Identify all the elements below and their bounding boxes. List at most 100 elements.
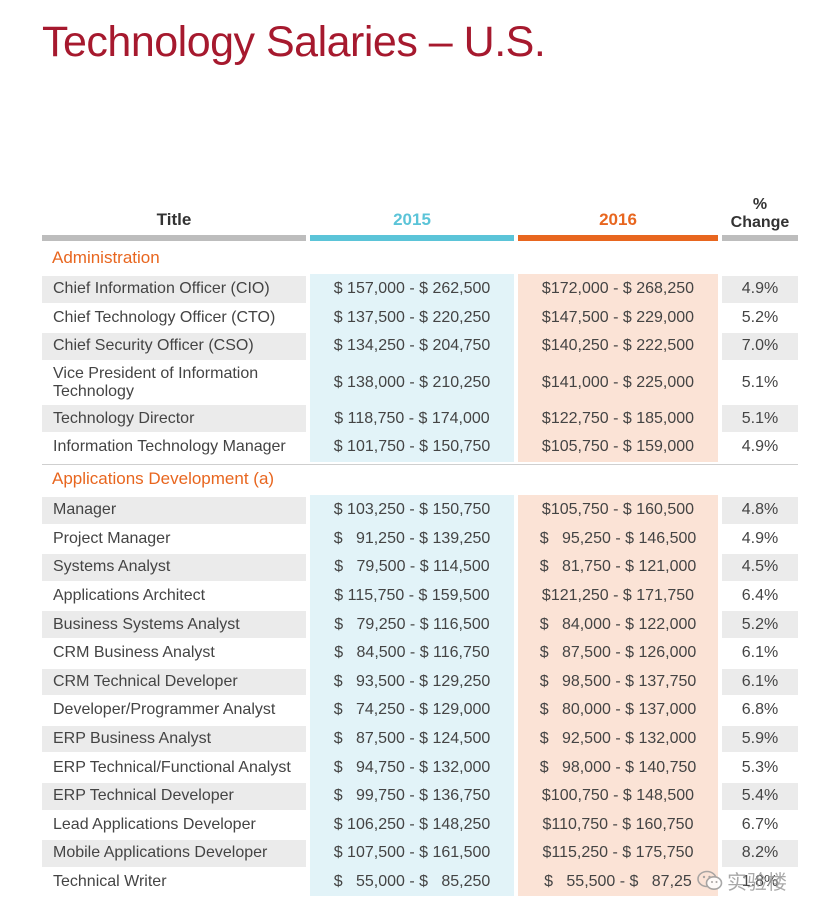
table-row: Lead Applications Developer $ 106,250 - $… — [42, 812, 798, 839]
job-title-cell: Chief Technology Officer (CTO) — [53, 308, 276, 326]
table-row: Technical Writer $ 55,000 - $ 85,250 $ 55,… — [42, 869, 798, 896]
wechat-icon — [697, 870, 723, 890]
job-title-cell: Lead Applications Developer — [53, 815, 256, 833]
watermark-text: 实验楼 — [727, 872, 787, 894]
salary-2016-cell: $ 81,750 - $ 121,000 — [539, 558, 697, 576]
percent-change-cell: 4.9% — [722, 276, 798, 303]
salary-2016-cell: $141,000 - $ 225,000 — [541, 373, 695, 391]
salary-2015-cell: $ 94,750 - $ 132,000 — [333, 758, 491, 776]
table-row: ERP Technical/Functional Analyst $ 94,750… — [42, 754, 798, 781]
percent-change-cell: 8.2% — [722, 840, 798, 867]
section-divider — [42, 463, 798, 465]
job-title-cell: ERP Technical/Functional Analyst — [53, 758, 291, 776]
job-title-cell: Chief Security Officer (CSO) — [42, 333, 306, 360]
percent-change-cell: 5.9% — [722, 725, 798, 753]
job-title-cell: Technical Writer — [53, 873, 167, 891]
salary-2016-cell: $ 98,000 - $ 140,750 — [539, 758, 697, 776]
salary-2016-cell: $ 80,000 - $ 137,000 — [539, 701, 697, 719]
table-row: Project Manager $ 91,250 - $ 139,250 $ 95,… — [42, 526, 798, 553]
salary-2015-cell: $ 91,250 - $ 139,250 — [333, 529, 491, 547]
salary-2015-cell: $ 79,250 - $ 116,500 — [334, 615, 490, 633]
column-band-2016 — [518, 274, 718, 462]
column-header-2016: 2016 — [599, 210, 637, 229]
salary-2015-cell: $ 134,250 - $ 204,750 — [333, 337, 491, 355]
salary-2016-cell: $110,750 - $ 160,750 — [542, 815, 694, 833]
percent-change-cell: 5.1% — [741, 373, 779, 391]
salary-2015-cell: $ 137,500 - $ 220,250 — [333, 308, 491, 326]
watermark: 实验楼 — [697, 866, 787, 895]
percent-change-cell: 4.9% — [741, 529, 779, 547]
job-title-cell: Developer/Programmer Analyst — [53, 701, 276, 719]
percent-change-cell: 4.8% — [722, 497, 798, 524]
column-header-2015: 2015 — [393, 210, 431, 229]
salary-2015-cell: $ 118,750 - $ 174,000 — [334, 409, 490, 427]
table-row: Applications Architect $ 115,750 - $ 159,… — [42, 583, 798, 610]
table-row: Systems Analyst $ 79,500 - $ 114,500 $ 81,… — [42, 554, 798, 581]
header-rule-title — [42, 235, 306, 241]
table-row: ERP Technical Developer $ 99,750 - $ 136,… — [42, 783, 798, 810]
percent-change-cell: 4.9% — [741, 438, 779, 456]
column-header-title: Title — [156, 210, 192, 229]
percent-change-cell: 5.2% — [722, 611, 798, 638]
table-row: Chief Technology Officer (CTO) $ 137,500 … — [42, 305, 798, 332]
change-header-line1: % — [752, 196, 768, 213]
salary-2015-cell: $ 157,000 - $ 262,500 — [333, 280, 491, 298]
percent-change-cell: 1.8% — [741, 873, 779, 891]
header-rule-change — [722, 235, 798, 241]
salary-2015-cell: $ 93,500 - $ 129,250 — [333, 672, 491, 690]
percent-change-cell: 6.7% — [741, 815, 779, 833]
percent-change-cell: 5.3% — [741, 758, 779, 776]
job-title-cell: Business Systems Analyst — [42, 611, 306, 638]
salary-2015-cell: $ 55,000 - $ 85,250 — [333, 873, 491, 891]
section-label: Administration — [52, 248, 160, 267]
salary-2016-cell: $ 92,500 - $ 132,000 — [539, 730, 697, 748]
column-band-2015 — [310, 495, 514, 897]
salary-2016-cell: $ 55,500 - $ 87,25 — [544, 873, 692, 891]
salary-2016-cell: $ 95,250 - $ 146,500 — [539, 529, 697, 547]
percent-change-cell: 6.1% — [741, 644, 779, 662]
percent-change-cell: 6.4% — [741, 587, 779, 605]
change-header-line2: Change — [730, 214, 790, 231]
percent-change-cell: 4.5% — [722, 554, 798, 581]
table-row: CRM Technical Developer $ 93,500 - $ 129,… — [42, 668, 798, 696]
column-band-2016 — [518, 495, 718, 897]
percent-change-cell: 5.4% — [722, 783, 798, 810]
percent-change-cell: 5.1% — [722, 405, 798, 432]
job-title-cell: Project Manager — [53, 529, 171, 547]
table-row: Information Technology Manager $ 101,750 … — [42, 434, 798, 461]
job-title-cell: Chief Information Officer (CIO) — [42, 276, 306, 303]
table-row: Business Systems Analyst $ 79,250 - $ 116… — [42, 611, 798, 638]
job-title-cell: Information Technology Manager — [53, 438, 286, 456]
salary-2015-cell: $ 106,250 - $ 148,250 — [333, 815, 491, 833]
section-label: Applications Development (a) — [52, 469, 275, 488]
salary-2016-cell: $122,750 - $ 185,000 — [541, 409, 695, 427]
job-title-cell: Vice President of Information Technology — [53, 364, 259, 400]
job-title-cell: Technology Director — [42, 405, 306, 432]
percent-change-cell: 6.1% — [722, 668, 798, 696]
header-rule-2015 — [310, 235, 514, 241]
job-title-cell: ERP Technical Developer — [42, 783, 306, 810]
salary-2016-cell: $105,750 - $ 159,000 — [541, 438, 695, 456]
salary-2015-cell: $ 107,500 - $ 161,500 — [333, 844, 491, 862]
table-row: CRM Business Analyst $ 84,500 - $ 116,750… — [42, 640, 798, 667]
percent-change-cell: 7.0% — [722, 333, 798, 360]
header-rule-2016 — [518, 235, 718, 241]
table-row: Manager $ 103,250 - $ 150,750 $105,750 - $… — [42, 497, 798, 524]
table-row: Technology Director $ 118,750 - $ 174,000… — [42, 405, 798, 432]
job-title-cell: Manager — [42, 497, 306, 524]
salary-2015-cell: $ 138,000 - $ 210,250 — [333, 373, 491, 391]
job-title-cell: CRM Business Analyst — [53, 644, 215, 662]
column-band-2015 — [310, 274, 514, 462]
percent-change-cell: 6.8% — [741, 701, 779, 719]
salary-2016-cell: $121,250 - $ 171,750 — [541, 587, 695, 605]
salary-2016-cell: $100,750 - $ 148,500 — [541, 787, 695, 805]
salary-2015-cell: $ 103,250 - $ 150,750 — [333, 501, 491, 519]
salary-2016-cell: $105,750 - $ 160,500 — [541, 501, 695, 519]
salary-2016-cell: $ 84,000 - $ 122,000 — [539, 615, 697, 633]
table-row: Vice President of Information Technology… — [42, 362, 798, 404]
salary-2016-cell: $115,250 - $ 175,750 — [542, 844, 694, 862]
table-row: ERP Business Analyst $ 87,500 - $ 124,500… — [42, 725, 798, 753]
salary-2015-cell: $ 99,750 - $ 136,750 — [333, 787, 491, 805]
salary-2016-cell: $147,500 - $ 229,000 — [541, 308, 695, 326]
table-row: Chief Information Officer (CIO) $ 157,000… — [42, 276, 798, 303]
